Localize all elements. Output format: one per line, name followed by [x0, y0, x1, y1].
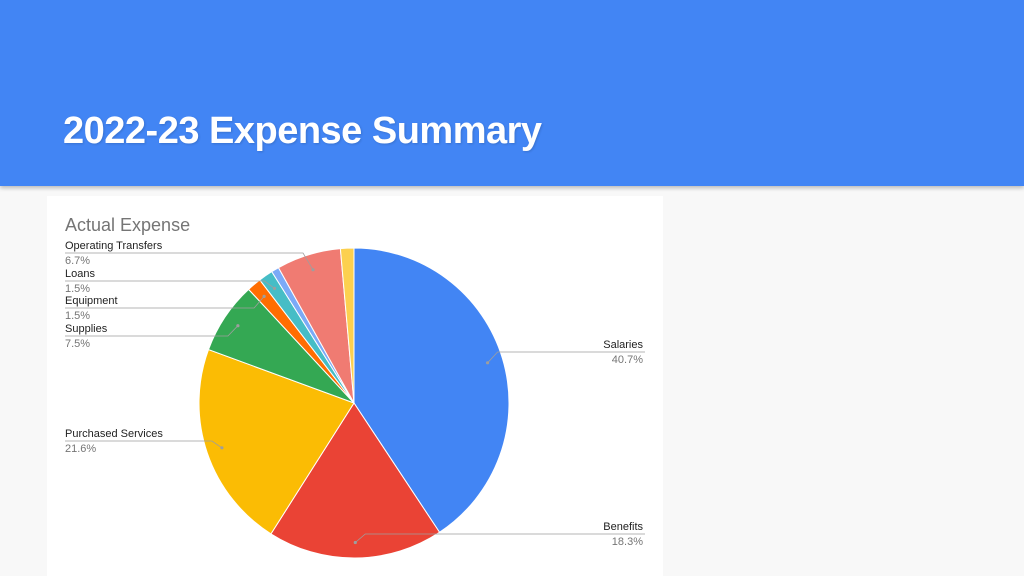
- slice-value-operating-transfers: 6.7%: [65, 255, 90, 267]
- slice-label-loans: Loans: [65, 268, 95, 280]
- pie-slice-purchased-services: [198, 348, 355, 535]
- slice-value-loans: 1.5%: [65, 283, 90, 295]
- slide-header: 2022-23 Expense Summary: [0, 0, 1024, 186]
- leader-line-salaries: [487, 351, 645, 364]
- leader-line-loans: [65, 280, 275, 289]
- slice-value-purchased-services: 21.6%: [65, 443, 96, 455]
- slice-value-supplies: 7.5%: [65, 338, 90, 350]
- slice-label-equipment: Equipment: [65, 295, 118, 307]
- leader-line-operating-transfers: [65, 252, 314, 270]
- slice-label-supplies: Supplies: [65, 323, 108, 335]
- slice-value-salaries: 40.7%: [612, 354, 643, 366]
- leader-line-supplies: [65, 325, 239, 337]
- slide-title: 2022-23 Expense Summary: [63, 110, 542, 152]
- slice-label-salaries: Salaries: [603, 339, 643, 351]
- slice-value-equipment: 1.5%: [65, 310, 90, 322]
- leader-line-equipment: [65, 296, 265, 309]
- pie-slice-benefits: [270, 402, 441, 559]
- pie-chart-card: Actual Expense Salaries 40.7% Benefits 18.3…: [47, 196, 663, 576]
- chart-title: Actual Expense: [65, 215, 190, 235]
- slice-value-benefits: 18.3%: [612, 536, 643, 548]
- pie-chart: Actual Expense Salaries 40.7% Benefits 18.3…: [65, 215, 645, 559]
- slice-label-operating-transfers: Operating Transfers: [65, 240, 163, 252]
- slice-label-benefits: Benefits: [603, 521, 643, 533]
- leader-line-benefits: [355, 533, 645, 543]
- slice-label-purchased-services: Purchased Services: [65, 428, 163, 440]
- pie-slice-unlabeled-8: [339, 247, 355, 404]
- leader-line-purchased-services: [65, 440, 223, 449]
